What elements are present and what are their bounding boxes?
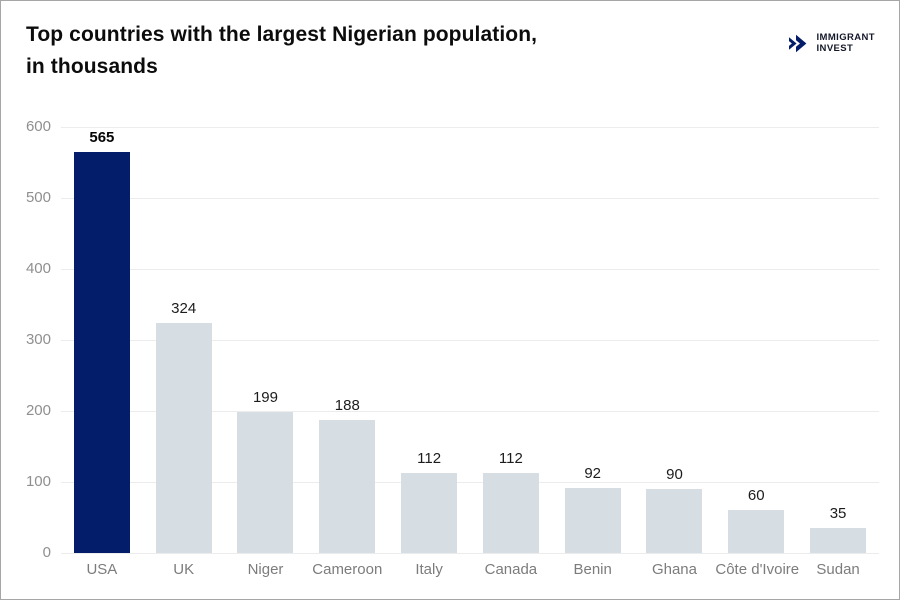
x-label-benin: Benin: [573, 561, 612, 578]
x-label-italy: Italy: [415, 561, 443, 578]
x-label-canada: Canada: [484, 561, 538, 578]
bar-value-label-cameroon: 188: [334, 397, 360, 414]
bar-slot-sudan: 35: [797, 127, 879, 553]
x-label-niger: Niger: [247, 561, 284, 578]
x-label-cameroon: Cameroon: [312, 561, 383, 578]
bar-ghana: [646, 489, 703, 553]
bar-slot-benin: 92: [552, 127, 634, 553]
y-tick-label-500: 500: [25, 189, 51, 206]
bar-slot-usa: 565: [61, 127, 143, 553]
y-tick-label-600: 600: [25, 118, 51, 135]
gridline-500: [61, 198, 879, 199]
bar-benin: [564, 488, 621, 553]
bar-uk: [155, 323, 212, 553]
logo-text-line2: INVEST: [816, 43, 854, 54]
gridline-400: [61, 269, 879, 270]
gridline-0: [61, 553, 879, 554]
bar-c-te-d-ivoire: [728, 510, 785, 553]
logo-text: IMMIGRANT INVEST: [817, 32, 875, 54]
bar-value-label-sudan: 35: [829, 505, 847, 522]
bar-slot-cameroon: 188: [306, 127, 388, 553]
bar-slot-ghana: 90: [634, 127, 716, 553]
x-label-usa: USA: [86, 561, 118, 578]
bar-usa: [73, 152, 130, 553]
bar-niger: [237, 412, 294, 553]
bar-value-label-niger: 199: [252, 389, 278, 406]
bar-slot-italy: 112: [388, 127, 470, 553]
y-tick-label-400: 400: [25, 260, 51, 277]
page-title-line1: Top countries with the largest Nigerian …: [26, 23, 538, 46]
y-tick-label-0: 0: [42, 544, 51, 561]
immigrant-invest-logo: IMMIGRANT INVEST: [788, 32, 875, 54]
gridline-300: [61, 340, 879, 341]
bar-cameroon: [319, 420, 376, 553]
bar-value-label-c-te-d-ivoire: 60: [747, 487, 765, 504]
x-label-c-te-d-ivoire: Côte d'Ivoire: [715, 561, 800, 578]
gridline-100: [61, 482, 879, 483]
x-axis-labels: USA UK Niger Cameroon Italy Canada Benin Ghana C…: [61, 561, 879, 578]
gridline-200: [61, 411, 879, 412]
y-tick-label-100: 100: [25, 473, 51, 490]
plot-area: 0 100 200 300 400 500 600 565 324 199 188 112 112 92 9…: [26, 118, 879, 561]
bar-slot-niger: 199: [225, 127, 307, 553]
bar-slot-uk: 324: [143, 127, 225, 553]
logo-text-line1: IMMIGRANT: [816, 32, 875, 43]
x-label-sudan: Sudan: [816, 561, 860, 578]
y-tick-label-300: 300: [25, 331, 51, 348]
page-title: Top countries with the largest Nigerian …: [26, 19, 537, 83]
bar-value-label-uk: 324: [171, 300, 197, 317]
bar-value-label-benin: 92: [584, 465, 602, 482]
page-title-line2: in thousands: [26, 55, 158, 78]
bar-value-label-usa: 565: [89, 129, 115, 146]
bar-sudan: [810, 528, 867, 553]
bar-canada: [482, 473, 539, 553]
gridline-600: [61, 127, 879, 128]
bar-series: 565 324 199 188 112 112 92 90 60 35: [61, 127, 879, 553]
double-chevron-right-icon: [788, 34, 806, 53]
y-tick-label-200: 200: [25, 402, 51, 419]
bar-slot-c-te-d-ivoire: 60: [715, 127, 797, 553]
bar-value-label-italy: 112: [417, 450, 442, 467]
x-label-uk: UK: [173, 561, 195, 578]
bar-value-label-canada: 112: [498, 450, 523, 467]
bar-slot-canada: 112: [470, 127, 552, 553]
bar-italy: [401, 473, 458, 553]
x-label-ghana: Ghana: [651, 561, 697, 578]
bar-value-label-ghana: 90: [666, 466, 683, 483]
